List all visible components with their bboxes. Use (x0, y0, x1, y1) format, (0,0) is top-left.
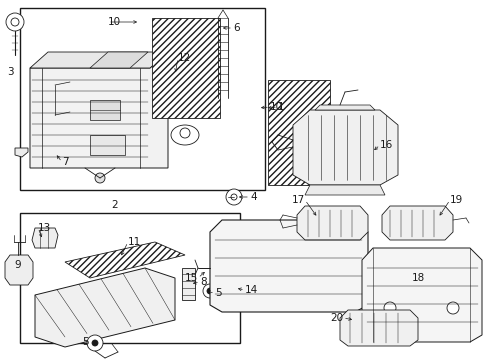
Text: 1: 1 (278, 102, 285, 112)
Polygon shape (362, 248, 482, 342)
Text: 2: 2 (112, 200, 118, 210)
Circle shape (207, 288, 213, 294)
Circle shape (92, 340, 98, 346)
Polygon shape (293, 110, 398, 185)
Polygon shape (32, 228, 58, 248)
Text: 10: 10 (108, 17, 121, 27)
Polygon shape (90, 135, 125, 155)
Text: 20: 20 (330, 313, 343, 323)
Bar (20, 213, 240, 343)
Polygon shape (305, 185, 385, 195)
Polygon shape (340, 310, 418, 346)
Text: 16: 16 (380, 140, 393, 150)
Text: 9: 9 (15, 260, 21, 270)
Circle shape (447, 302, 459, 314)
Polygon shape (65, 242, 185, 278)
Polygon shape (90, 100, 120, 120)
Text: 6: 6 (233, 23, 240, 33)
Polygon shape (5, 255, 33, 285)
Polygon shape (382, 206, 453, 240)
Text: 5: 5 (82, 337, 88, 347)
Text: 7: 7 (62, 157, 69, 167)
Text: 4: 4 (250, 192, 257, 202)
Circle shape (180, 128, 190, 138)
Circle shape (226, 189, 242, 205)
Text: 18: 18 (412, 273, 425, 283)
Text: 17: 17 (292, 195, 305, 205)
Polygon shape (15, 148, 28, 157)
Circle shape (6, 13, 24, 31)
Circle shape (203, 284, 217, 298)
Text: 8: 8 (200, 277, 207, 287)
Text: 13: 13 (38, 223, 51, 233)
Text: 19: 19 (450, 195, 463, 205)
Text: 11: 11 (128, 237, 141, 247)
Text: 14: 14 (245, 285, 258, 295)
Circle shape (87, 335, 103, 351)
Bar (20, 8, 265, 190)
Polygon shape (35, 268, 175, 347)
Polygon shape (30, 52, 168, 168)
Ellipse shape (171, 125, 199, 145)
Text: 3: 3 (7, 67, 13, 77)
Circle shape (95, 173, 105, 183)
Polygon shape (182, 268, 195, 300)
Polygon shape (90, 52, 148, 68)
Text: 15: 15 (185, 273, 198, 283)
Polygon shape (210, 220, 368, 312)
Circle shape (406, 326, 414, 334)
Bar (268, 80, 330, 185)
Text: 5: 5 (215, 288, 221, 298)
Circle shape (11, 18, 19, 26)
Text: 10: 10 (270, 102, 283, 112)
Text: 12: 12 (178, 53, 191, 63)
Circle shape (384, 302, 396, 314)
Circle shape (231, 194, 237, 200)
Polygon shape (297, 206, 368, 240)
Polygon shape (30, 52, 168, 68)
Polygon shape (315, 105, 375, 110)
Bar (152, 18, 220, 118)
